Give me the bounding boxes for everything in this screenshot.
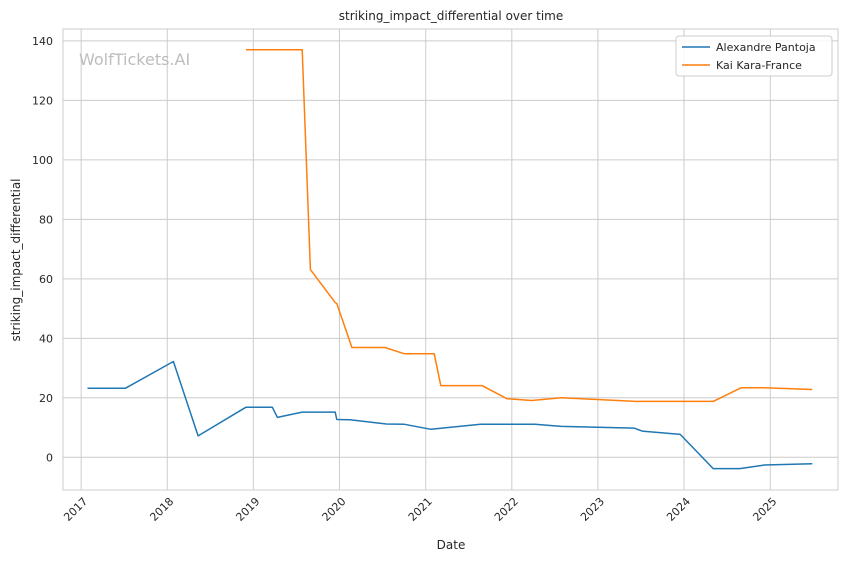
y-tick-label: 0 bbox=[46, 451, 53, 464]
chart-title: striking_impact_differential over time bbox=[339, 9, 564, 23]
series-line-1 bbox=[87, 360, 813, 470]
legend-label: Alexandre Pantoja bbox=[716, 41, 816, 54]
series-line-2 bbox=[246, 49, 813, 403]
legend-box bbox=[675, 35, 833, 77]
watermark: WolfTickets.AI bbox=[79, 50, 190, 69]
y-tick-label: 120 bbox=[32, 94, 53, 107]
y-tick-label: 20 bbox=[39, 392, 53, 405]
y-axis-ticks: 0 20 40 60 80 100 120 140 bbox=[32, 35, 53, 464]
legend: Alexandre Pantoja Kai Kara-France bbox=[675, 35, 833, 77]
plot-frame bbox=[62, 28, 839, 491]
y-tick-label: 100 bbox=[32, 154, 53, 167]
y-tick-label: 80 bbox=[39, 213, 53, 226]
legend-label: Kai Kara-France bbox=[716, 59, 802, 72]
x-axis-title: Date bbox=[437, 538, 466, 552]
y-tick-label: 140 bbox=[32, 35, 53, 48]
grid bbox=[63, 29, 838, 490]
y-axis-title: striking_impact_differential bbox=[9, 178, 23, 341]
y-tick-label: 40 bbox=[39, 332, 53, 345]
series-lines bbox=[87, 49, 813, 470]
y-tick-label: 60 bbox=[39, 273, 53, 286]
